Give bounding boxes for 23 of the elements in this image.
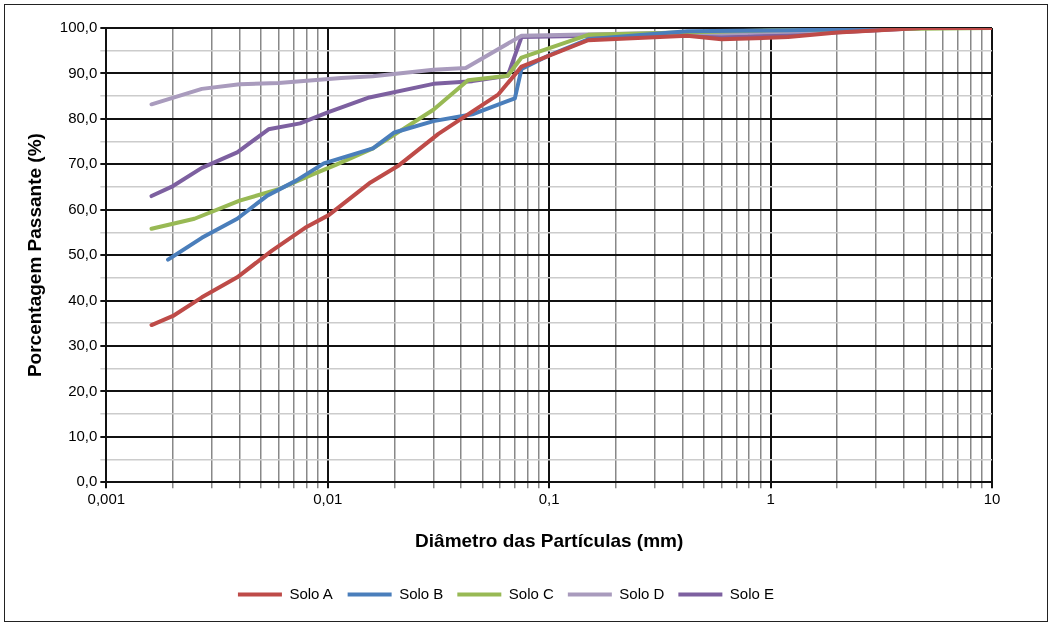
x-tick-label: 10 bbox=[983, 490, 1001, 508]
legend-label: Solo A bbox=[289, 584, 333, 602]
y-tick-label: 0,0 bbox=[76, 472, 98, 490]
y-tick-label: 60,0 bbox=[68, 199, 98, 217]
y-tick-label: 70,0 bbox=[68, 154, 98, 172]
legend-label: Solo E bbox=[729, 584, 775, 602]
y-axis-title: Porcentagem Passante (%) bbox=[23, 133, 45, 378]
x-tick-label: 0,1 bbox=[538, 490, 560, 508]
x-axis-title: Diâmetro das Partículas (mm) bbox=[415, 529, 684, 551]
x-tick-label: 0,001 bbox=[87, 490, 126, 508]
y-tick-label: 20,0 bbox=[68, 381, 98, 399]
y-tick-label: 40,0 bbox=[68, 290, 98, 308]
y-tick-label: 80,0 bbox=[68, 108, 98, 126]
y-tick-label: 10,0 bbox=[68, 426, 98, 444]
y-tick-label: 90,0 bbox=[68, 63, 98, 81]
legend-label: Solo D bbox=[619, 584, 665, 602]
y-tick-label: 100,0 bbox=[59, 18, 98, 36]
legend-label: Solo C bbox=[508, 584, 555, 602]
y-tick-label: 50,0 bbox=[68, 245, 98, 263]
y-tick-label: 30,0 bbox=[68, 336, 98, 354]
x-tick-label: 0,01 bbox=[313, 490, 343, 508]
legend-label: Solo B bbox=[399, 584, 444, 602]
x-tick-label: 1 bbox=[766, 490, 775, 508]
